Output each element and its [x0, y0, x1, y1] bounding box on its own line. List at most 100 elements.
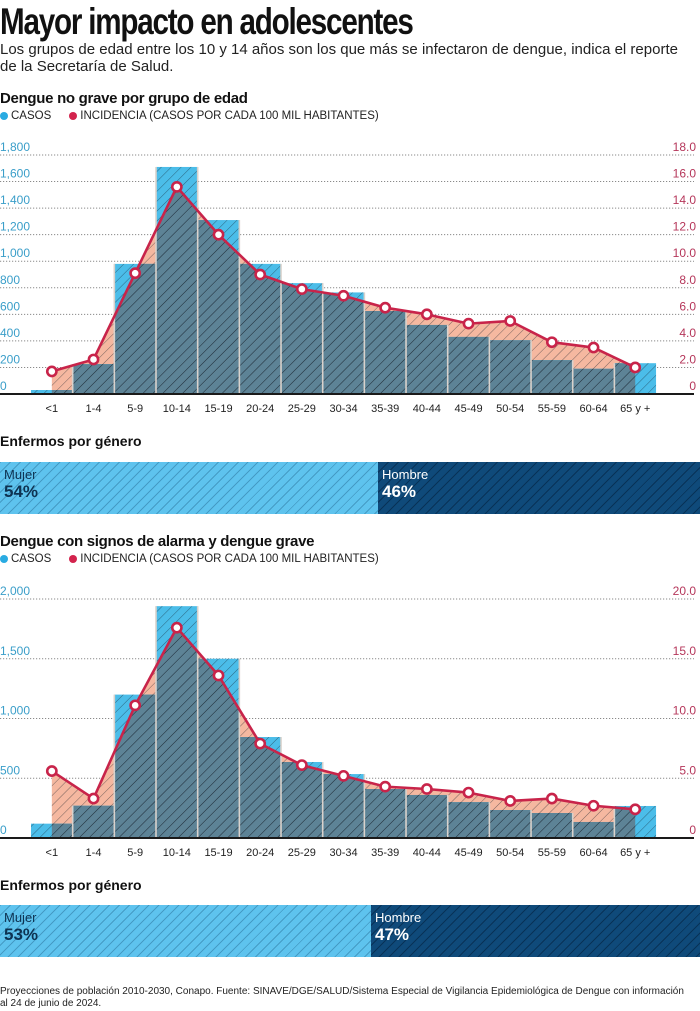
- gender1-mujer-label: Mujer: [4, 467, 37, 482]
- incidence-point: [629, 803, 642, 816]
- incidence-point: [587, 799, 600, 812]
- chart2-dengue-grave: 0 0 500 5.0 1,000 10.0 1,500 15.0 2,000 20.0 <1 1-4…: [0, 584, 697, 859]
- y-tick-left: 800: [0, 273, 20, 287]
- gender2-hombre-segment: Hombre 47%: [371, 905, 700, 957]
- x-tick-label: 45-49: [454, 403, 482, 415]
- incidence-point: [87, 353, 100, 366]
- incidence-point: [545, 792, 558, 805]
- x-tick-label: 30-34: [329, 847, 357, 859]
- gender1-mujer-segment: Mujer 54%: [0, 462, 378, 514]
- y-tick-right: 20.0: [673, 584, 697, 598]
- y-tick-right: 4.0: [679, 326, 696, 340]
- incidence-point: [379, 780, 392, 793]
- gender2-mujer-segment: Mujer 53%: [0, 905, 371, 957]
- incidence-point: [129, 699, 142, 712]
- y-tick-right: 18.0: [673, 140, 697, 154]
- y-tick-left: 500: [0, 763, 20, 777]
- x-tick-label: 5-9: [127, 403, 143, 415]
- incidence-point: [420, 783, 433, 795]
- chart1-legend: CASOS INCIDENCIA (CASOS POR CADA 100 MIL…: [0, 110, 397, 122]
- source-footnote: Proyecciones de población 2010-2030, Con…: [0, 986, 684, 1009]
- x-tick-label: 65 y +: [620, 403, 650, 415]
- chart1-title: Dengue no grave por grupo de edad: [0, 90, 248, 107]
- y-tick-right: 2.0: [679, 352, 696, 366]
- incidence-point: [212, 228, 225, 241]
- y-tick-right: 10.0: [673, 246, 697, 260]
- y-tick-left: 600: [0, 299, 20, 313]
- legend-casos-label: CASOS: [11, 110, 52, 122]
- x-tick-label: <1: [46, 403, 59, 415]
- y-tick-left: 2,000: [0, 584, 30, 598]
- x-tick-label: 55-59: [538, 847, 566, 859]
- x-tick-label: 45-49: [454, 847, 482, 859]
- x-tick-label: 50-54: [496, 847, 524, 859]
- gender1-hombre-label: Hombre: [382, 467, 429, 482]
- incidence-point: [45, 365, 58, 378]
- page-title: Mayor impacto en adolescentes: [0, 1, 414, 42]
- legend-item-incidencia: INCIDENCIA (CASOS POR CADA 100 MIL HABIT…: [69, 110, 379, 122]
- incidence-point: [545, 336, 558, 349]
- incidence-point: [462, 317, 475, 330]
- gender2-hombre-percent: 47%: [375, 925, 410, 944]
- y-tick-right: 16.0: [673, 167, 697, 181]
- x-tick-label: 20-24: [246, 403, 274, 415]
- x-tick-label: 60-64: [579, 847, 607, 859]
- y-tick-left: 0: [0, 823, 7, 837]
- gender2-bar: Mujer 53% Hombre 47%: [0, 905, 700, 957]
- y-tick-left: 400: [0, 326, 20, 340]
- legend-item-incidencia: INCIDENCIA (CASOS POR CADA 100 MIL HABIT…: [69, 553, 379, 565]
- legend-casos-dot-icon: [0, 112, 8, 120]
- page-subtitle: Los grupos de edad entre los 10 y 14 año…: [0, 41, 678, 75]
- gender2-hombre-label: Hombre: [375, 910, 422, 925]
- legend-incidencia-dot-icon: [69, 112, 78, 120]
- gender2-title: Enfermos por género: [0, 877, 142, 893]
- y-tick-left: 1,000: [0, 246, 30, 260]
- incidence-point: [337, 769, 350, 782]
- x-tick-label: 40-44: [413, 403, 441, 415]
- legend-incidencia-label: INCIDENCIA (CASOS POR CADA 100 MIL HABIT…: [80, 553, 379, 565]
- x-tick-label: <1: [46, 847, 59, 859]
- x-tick-label: 50-54: [496, 403, 524, 415]
- incidence-point: [420, 308, 433, 321]
- gender1-hombre-segment: Hombre 46%: [378, 462, 700, 514]
- incidence-point: [170, 180, 183, 193]
- x-tick-label: 20-24: [246, 847, 274, 859]
- x-tick-label: 35-39: [371, 403, 399, 415]
- incidence-point: [379, 301, 392, 314]
- legend-casos-label: CASOS: [11, 553, 52, 565]
- legend-item-casos: CASOS: [0, 110, 51, 122]
- y-tick-left: 1,500: [0, 644, 30, 658]
- y-tick-right: 15.0: [673, 644, 697, 658]
- y-tick-right: 14.0: [673, 193, 697, 207]
- area-hatch: [51, 627, 636, 838]
- incidence-point: [45, 765, 58, 777]
- y-tick-left: 200: [0, 352, 20, 366]
- x-tick-label: 30-34: [329, 403, 357, 415]
- x-tick-label: 1-4: [86, 847, 102, 859]
- y-tick-right: 8.0: [679, 273, 696, 287]
- x-tick-label: 25-29: [288, 403, 316, 415]
- gender1-hombre-percent: 46%: [382, 482, 417, 501]
- y-tick-right: 6.0: [679, 299, 696, 313]
- y-tick-left: 1,800: [0, 140, 30, 154]
- y-tick-right: 5.0: [679, 763, 696, 777]
- x-tick-label: 5-9: [127, 847, 143, 859]
- gender1-bar: Mujer 54% Hombre 46%: [0, 462, 700, 514]
- x-tick-label: 1-4: [86, 403, 102, 415]
- incidence-point: [462, 786, 475, 799]
- x-tick-label: 10-14: [163, 847, 191, 859]
- y-tick-right: 0: [689, 823, 696, 837]
- x-tick-label: 65 y +: [620, 847, 650, 859]
- y-tick-left: 1,400: [0, 193, 30, 207]
- incidence-point: [295, 283, 308, 296]
- y-tick-right: 12.0: [673, 220, 697, 234]
- y-tick-left: 1,000: [0, 704, 30, 718]
- legend-item-casos: CASOS: [0, 553, 51, 565]
- incidence-point: [254, 268, 267, 281]
- gender1-mujer-percent: 54%: [4, 482, 39, 501]
- x-tick-label: 10-14: [163, 403, 191, 415]
- legend-incidencia-dot-icon: [69, 555, 78, 563]
- y-tick-right: 0: [689, 379, 696, 393]
- x-tick-label: 15-19: [204, 847, 232, 859]
- incidence-point: [337, 289, 350, 302]
